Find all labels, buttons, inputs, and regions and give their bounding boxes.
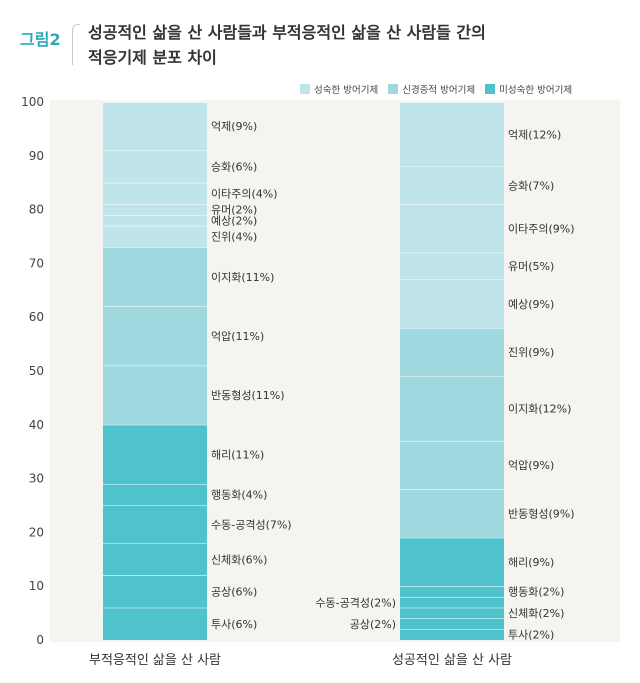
bar-segment bbox=[400, 204, 504, 253]
figure-title: 성공적인 삶을 산 사람들과 부적응적인 삶을 산 사람들 간의 적응기제 분포… bbox=[88, 20, 608, 70]
legend-label-mature: 성숙한 방어기제 bbox=[314, 85, 379, 96]
segment-label: 공상(6%) bbox=[211, 586, 257, 599]
y-tick-label: 20 bbox=[29, 525, 44, 539]
legend-label-neurotic: 신경증적 방어기제 bbox=[402, 85, 476, 96]
bar-segment bbox=[400, 279, 504, 328]
y-tick-label: 10 bbox=[29, 579, 44, 593]
title-bracket bbox=[72, 24, 80, 65]
segment-label: 유머(5%) bbox=[508, 260, 554, 273]
y-tick-label: 0 bbox=[36, 633, 44, 647]
bar-segment bbox=[103, 607, 207, 640]
segment-label: 수동-공격성(2%) bbox=[315, 596, 396, 609]
segment-label: 공상(2%) bbox=[350, 618, 396, 631]
y-tick-label: 30 bbox=[29, 472, 44, 486]
segment-label: 예상(9%) bbox=[508, 298, 554, 311]
segment-label: 해리(11%) bbox=[211, 447, 264, 461]
segment-label: 이지화(12%) bbox=[508, 403, 571, 416]
segment-label: 승화(7%) bbox=[508, 179, 554, 192]
segment-label: 억제(9%) bbox=[211, 120, 257, 133]
figure-header: 그림2 성공적인 삶을 산 사람들과 부적응적인 삶을 산 사람들 간의 적응기… bbox=[0, 0, 640, 70]
segment-label: 억압(9%) bbox=[508, 459, 554, 472]
figure-label: 그림2 bbox=[20, 30, 61, 49]
segment-label: 행동화(4%) bbox=[211, 489, 267, 502]
bar-segment bbox=[400, 596, 504, 608]
segment-label: 억압(11%) bbox=[211, 330, 264, 343]
segment-label: 이지화(11%) bbox=[211, 271, 274, 284]
bar-segment bbox=[400, 537, 504, 587]
bar-segment bbox=[400, 629, 504, 640]
bar-segment bbox=[103, 424, 207, 484]
segment-label: 투사(6%) bbox=[211, 618, 257, 631]
legend-item-immature: 미성숙한 방어기제 bbox=[485, 82, 572, 96]
bar-segment bbox=[400, 618, 504, 630]
bar-segment bbox=[400, 489, 504, 538]
bar-segment bbox=[103, 182, 207, 205]
y-tick-label: 60 bbox=[29, 310, 44, 324]
segment-label: 진위(4%) bbox=[211, 231, 257, 244]
bar-segment bbox=[103, 365, 207, 425]
legend-swatch-immature bbox=[485, 84, 496, 94]
segment-label: 억제(12%) bbox=[508, 128, 561, 141]
legend-item-neurotic: 신경증적 방어기제 bbox=[388, 82, 475, 96]
bar-segment bbox=[400, 327, 504, 377]
segment-label: 신체화(6%) bbox=[211, 553, 267, 566]
segment-label: 반동형성(9%) bbox=[508, 508, 575, 521]
segment-label: 이타주의(4%) bbox=[211, 187, 278, 200]
bar-segment bbox=[103, 505, 207, 544]
segment-label: 투사(2%) bbox=[508, 629, 554, 642]
bar-segment bbox=[103, 225, 207, 248]
bar-segment bbox=[103, 150, 207, 183]
legend-swatch-neurotic bbox=[388, 84, 399, 94]
y-tick-label: 70 bbox=[29, 256, 44, 270]
y-tick-label: 90 bbox=[29, 149, 44, 163]
bar-segment bbox=[400, 607, 504, 619]
y-tick-label: 40 bbox=[29, 418, 44, 432]
segment-label: 신체화(2%) bbox=[508, 607, 564, 620]
y-tick-label: 50 bbox=[29, 364, 44, 378]
figure-title-line1: 성공적인 삶을 산 사람들과 부적응적인 삶을 산 사람들 간의 bbox=[88, 23, 486, 42]
segment-label: 해리(9%) bbox=[508, 555, 554, 569]
bar-segment bbox=[400, 252, 504, 280]
bar-segment bbox=[103, 575, 207, 608]
bar-segment bbox=[400, 440, 504, 490]
segment-label: 유머(2%) bbox=[211, 204, 257, 217]
legend-label-immature: 미성숙한 방어기제 bbox=[499, 85, 573, 96]
figure-title-line2: 적응기제 분포 차이 bbox=[88, 48, 217, 67]
bar-segment bbox=[103, 247, 207, 307]
bar-segment bbox=[103, 214, 207, 226]
bar-segment bbox=[103, 306, 207, 366]
chart-legend: 성숙한 방어기제 신경증적 방어기제 미성숙한 방어기제 bbox=[300, 82, 572, 96]
category-label: 성공적인 삶을 산 사람 bbox=[392, 653, 512, 668]
segment-label: 이타주의(9%) bbox=[508, 222, 575, 235]
segment-label: 승화(6%) bbox=[211, 161, 257, 174]
legend-item-mature: 성숙한 방어기제 bbox=[300, 82, 378, 96]
y-tick-label: 80 bbox=[29, 203, 44, 217]
segment-label: 행동화(2%) bbox=[508, 586, 564, 599]
bar-segment bbox=[400, 586, 504, 597]
segment-label: 예상(2%) bbox=[211, 214, 257, 227]
segment-label: 수동-공격성(7%) bbox=[211, 518, 292, 531]
y-tick-label: 100 bbox=[21, 95, 44, 109]
segment-label: 진위(9%) bbox=[508, 346, 554, 359]
bar-segment bbox=[103, 204, 207, 215]
segment-label: 반동형성(11%) bbox=[211, 389, 285, 402]
bar-segment bbox=[400, 376, 504, 441]
category-label: 부적응적인 삶을 산 사람 bbox=[89, 653, 221, 668]
bar-segment bbox=[400, 102, 504, 167]
bar-segment bbox=[400, 166, 504, 205]
bar-segment bbox=[103, 543, 207, 576]
bar-segment bbox=[103, 102, 207, 151]
legend-swatch-mature bbox=[300, 84, 310, 94]
bar-segment bbox=[103, 483, 207, 506]
